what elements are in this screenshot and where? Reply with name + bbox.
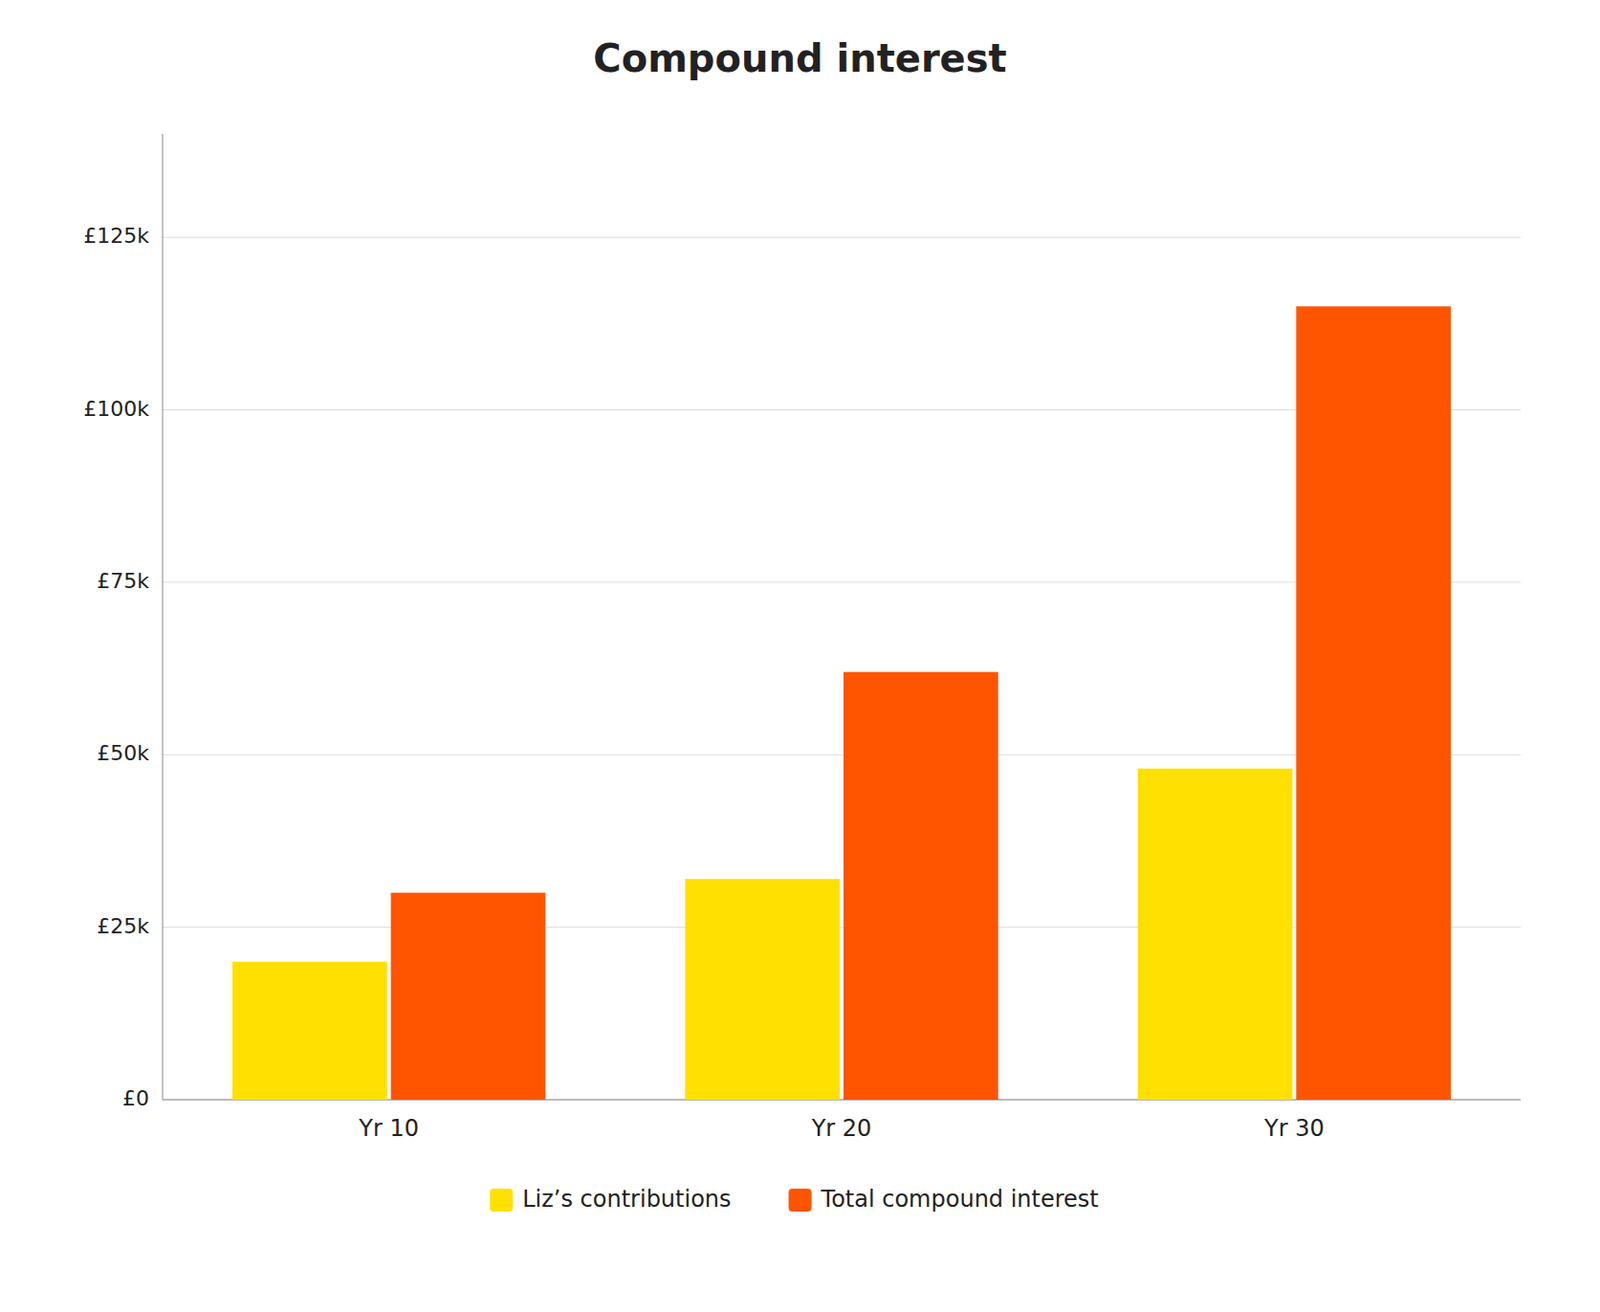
chart-title: Compound interest bbox=[592, 36, 1007, 81]
legend: Liz’s contributions Total compound intere… bbox=[489, 1185, 1099, 1213]
y-tick-label: £100k bbox=[83, 396, 150, 421]
y-axis-line bbox=[162, 133, 164, 1100]
x-tick-label: Yr 10 bbox=[357, 1115, 419, 1142]
chart-container: Compound interest £0 £25k £50k £75k £100k £125… bbox=[0, 0, 1600, 1312]
grid bbox=[162, 237, 1521, 1100]
y-tick-label: £75k bbox=[96, 569, 150, 593]
legend-swatch bbox=[489, 1188, 513, 1212]
x-tick-label: Yr 20 bbox=[810, 1115, 873, 1142]
y-tick-label: £0 bbox=[122, 1086, 150, 1111]
bar bbox=[843, 672, 999, 1100]
y-tick-label: £25k bbox=[96, 914, 150, 939]
bar bbox=[1138, 768, 1294, 1100]
legend-swatch bbox=[789, 1188, 812, 1212]
legend-label: Total compound interest bbox=[820, 1185, 1099, 1213]
bars bbox=[232, 306, 1451, 1100]
chart-svg: Compound interest £0 £25k £50k £75k £100k £125… bbox=[0, 0, 1600, 1312]
x-tick-label: Yr 30 bbox=[1263, 1115, 1325, 1142]
grid-line bbox=[162, 237, 1521, 239]
bar bbox=[391, 893, 547, 1100]
bar bbox=[1295, 306, 1451, 1100]
y-tick-label: £50k bbox=[96, 741, 150, 766]
legend-label: Liz’s contributions bbox=[522, 1185, 731, 1213]
y-tick-label: £125k bbox=[83, 223, 150, 248]
bar bbox=[684, 878, 840, 1100]
bar bbox=[232, 962, 388, 1100]
